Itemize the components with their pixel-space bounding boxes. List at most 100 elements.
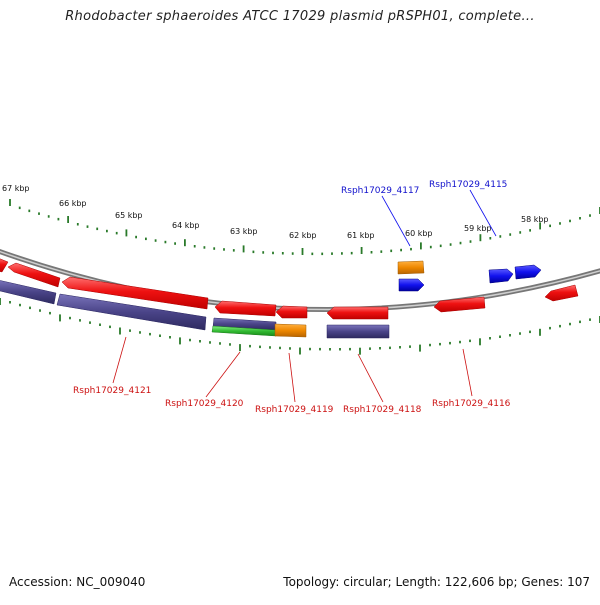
minor-tick bbox=[369, 347, 371, 350]
minor-tick bbox=[174, 242, 176, 245]
minor-tick bbox=[49, 311, 51, 315]
gene-label-rsph17029-4115[interactable]: Rsph17029_4115 bbox=[429, 180, 507, 190]
minor-tick bbox=[379, 347, 381, 350]
minor-tick bbox=[549, 326, 551, 330]
gene-feature[interactable] bbox=[61, 276, 209, 310]
minor-tick bbox=[350, 251, 353, 255]
minor-tick bbox=[209, 341, 211, 344]
cds-bar[interactable] bbox=[56, 293, 207, 331]
gene-label-rsph17029-4118[interactable]: Rsph17029_4118 bbox=[343, 405, 422, 415]
major-tick bbox=[59, 314, 61, 322]
minor-tick bbox=[549, 224, 551, 228]
minor-tick bbox=[469, 240, 472, 243]
minor-tick bbox=[139, 331, 141, 334]
major-tick bbox=[125, 229, 128, 237]
minor-tick bbox=[559, 324, 561, 328]
minor-tick bbox=[410, 247, 412, 251]
scale-label-65kbp: 65 kbp bbox=[115, 211, 143, 220]
minor-tick bbox=[429, 343, 431, 347]
minor-tick bbox=[499, 235, 502, 238]
minor-tick bbox=[579, 217, 581, 220]
gene-label-rsph17029-4120[interactable]: Rsph17029_4120 bbox=[165, 399, 244, 409]
leader-line-4121 bbox=[112, 336, 127, 384]
minor-tick bbox=[106, 229, 108, 233]
scale-label-59kbp: 59 kbp bbox=[464, 224, 492, 233]
minor-tick bbox=[489, 337, 491, 340]
leader-line-4115 bbox=[469, 189, 497, 237]
major-tick bbox=[239, 344, 241, 352]
gene-feature[interactable] bbox=[397, 260, 425, 275]
minor-tick bbox=[399, 346, 401, 349]
minor-tick bbox=[47, 215, 50, 218]
minor-tick bbox=[76, 223, 79, 226]
cds-bar-orange[interactable] bbox=[274, 323, 307, 338]
cds-track bbox=[0, 280, 390, 339]
major-tick bbox=[420, 242, 422, 250]
major-tick bbox=[0, 298, 1, 305]
scale-label-66kbp: 66 kbp bbox=[59, 199, 87, 208]
cds-bar[interactable] bbox=[0, 280, 57, 305]
minor-tick bbox=[509, 334, 511, 337]
gene-label-rsph17029-4119[interactable]: Rsph17029_4119 bbox=[255, 405, 334, 415]
minor-tick bbox=[489, 237, 492, 240]
gene-labels: Rsph17029_4117 Rsph17029_4115 Rsph17029_… bbox=[73, 180, 511, 415]
minor-tick bbox=[329, 348, 331, 351]
minor-tick bbox=[509, 233, 512, 236]
gene-feature-rsph17029-4115[interactable] bbox=[488, 268, 514, 284]
minor-tick bbox=[269, 346, 271, 349]
gene-label-rsph17029-4117[interactable]: Rsph17029_4117 bbox=[341, 186, 419, 196]
gene-feature[interactable] bbox=[433, 296, 486, 313]
minor-tick bbox=[519, 231, 522, 234]
minor-tick bbox=[18, 206, 21, 210]
minor-tick bbox=[331, 252, 333, 255]
gene-feature[interactable] bbox=[544, 284, 579, 302]
minor-tick bbox=[213, 247, 216, 250]
gene-feature[interactable] bbox=[0, 258, 9, 273]
leader-line-4120 bbox=[205, 351, 241, 398]
minor-tick bbox=[203, 246, 206, 249]
minor-tick bbox=[309, 347, 311, 351]
minor-tick bbox=[569, 322, 571, 326]
gene-feature[interactable] bbox=[326, 306, 389, 320]
minor-tick bbox=[429, 245, 432, 249]
gene-feature[interactable] bbox=[514, 264, 542, 280]
forward-strand-genes bbox=[0, 258, 579, 320]
minor-tick bbox=[341, 252, 343, 255]
major-tick bbox=[360, 247, 363, 254]
minor-tick bbox=[439, 342, 441, 346]
minor-tick bbox=[9, 301, 11, 304]
minor-tick bbox=[321, 252, 324, 256]
gene-feature[interactable] bbox=[7, 262, 61, 288]
minor-tick bbox=[99, 323, 101, 326]
major-tick bbox=[179, 337, 181, 345]
minor-tick bbox=[96, 227, 99, 231]
minor-tick bbox=[579, 320, 581, 324]
minor-tick bbox=[449, 243, 452, 246]
minor-tick bbox=[252, 250, 255, 254]
gene-feature[interactable] bbox=[214, 300, 277, 317]
minor-tick bbox=[439, 244, 442, 248]
major-tick bbox=[359, 347, 361, 355]
scale-labels: 67 kbp 66 kbp 65 kbp 64 kbp 63 kbp 62 kb… bbox=[2, 184, 549, 240]
minor-tick bbox=[339, 348, 341, 351]
major-tick bbox=[539, 222, 541, 230]
gene-label-rsph17029-4116[interactable]: Rsph17029_4116 bbox=[432, 399, 511, 409]
minor-tick bbox=[409, 345, 411, 348]
minor-tick bbox=[559, 222, 561, 225]
minor-tick bbox=[529, 229, 531, 232]
minor-tick bbox=[79, 319, 81, 322]
minor-tick bbox=[229, 343, 231, 346]
gene-feature[interactable] bbox=[275, 305, 308, 319]
major-tick bbox=[9, 199, 11, 206]
scale-label-62kbp: 62 kbp bbox=[289, 231, 317, 240]
minor-tick bbox=[57, 217, 60, 221]
cds-bar[interactable] bbox=[326, 324, 390, 339]
scale-label-60kbp: 60 kbp bbox=[405, 229, 433, 238]
gene-label-rsph17029-4121[interactable]: Rsph17029_4121 bbox=[73, 386, 151, 396]
minor-tick bbox=[281, 252, 284, 255]
minor-tick bbox=[219, 342, 221, 345]
minor-tick bbox=[289, 347, 291, 350]
minor-tick bbox=[169, 336, 171, 339]
gene-feature-rsph17029-4117[interactable] bbox=[398, 278, 425, 292]
